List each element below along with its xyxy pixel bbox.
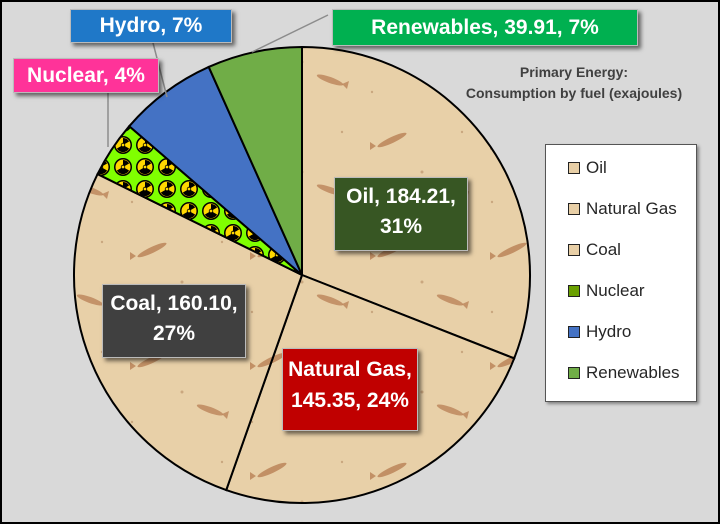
legend-swatch <box>568 203 580 215</box>
data-label-hydro: Hydro, 7% <box>70 9 232 43</box>
legend-label: Renewables <box>586 363 680 382</box>
legend-swatch <box>568 285 580 297</box>
data-label-coal-line1: Coal, 160.10, <box>110 292 238 315</box>
leader-line-renewables <box>251 14 329 53</box>
legend: Oil Natural Gas Coal Nuclear Hydro Renewables <box>545 144 697 402</box>
chart-title-line2: Consumption by fuel (exajoules) <box>465 85 683 101</box>
legend-label: Nuclear <box>586 281 645 300</box>
data-label-coal: Coal, 160.10, 27% <box>102 284 246 358</box>
legend-item-oil: Oil <box>568 157 607 179</box>
legend-swatch <box>568 326 580 338</box>
leader-line-hydro <box>151 38 168 98</box>
pie-slice-renewables <box>207 45 303 276</box>
legend-swatch <box>568 162 580 174</box>
chart-title: Primary Energy: Consumption by fuel (exa… <box>442 62 706 104</box>
data-label-oil-line2: 31% <box>379 215 423 238</box>
data-label-renewables: Renewables, 39.91, 7% <box>332 9 638 46</box>
legend-label: Natural Gas <box>586 199 677 218</box>
legend-item-nuclear: Nuclear <box>568 280 645 302</box>
legend-item-hydro: Hydro <box>568 321 631 343</box>
legend-item-coal: Coal <box>568 239 621 261</box>
data-label-coal-line2: 27% <box>152 322 196 345</box>
data-label-nuclear: Nuclear, 4% <box>13 58 159 93</box>
legend-item-natural-gas: Natural Gas <box>568 198 677 220</box>
chart-title-line1: Primary Energy: <box>519 64 629 80</box>
legend-label: Coal <box>586 240 621 259</box>
legend-item-renewables: Renewables <box>568 362 680 384</box>
data-label-oil: Oil, 184.21, 31% <box>334 177 468 251</box>
data-label-natural-gas-line1: Natural Gas, <box>288 358 412 381</box>
data-label-oil-line1: Oil, 184.21, <box>346 185 456 208</box>
legend-swatch <box>568 367 580 379</box>
data-label-natural-gas: Natural Gas, 145.35, 24% <box>282 348 418 431</box>
legend-label: Hydro <box>586 322 632 341</box>
legend-label: Oil <box>586 158 607 177</box>
data-label-natural-gas-line2: 145.35, 24% <box>291 389 409 412</box>
legend-swatch <box>568 244 580 256</box>
